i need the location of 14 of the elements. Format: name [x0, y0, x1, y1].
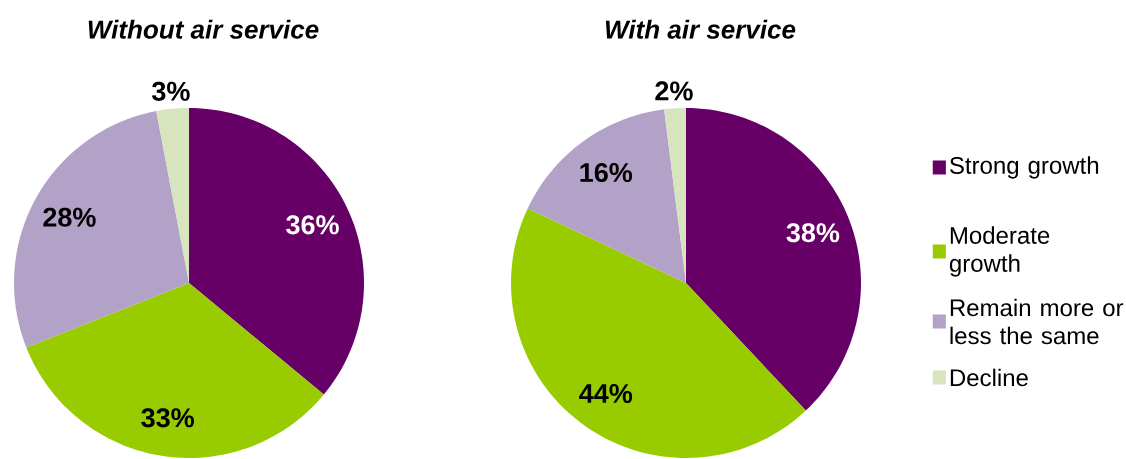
legend-label: Moderate growth	[949, 226, 1050, 277]
data-label: 33%	[141, 408, 194, 428]
data-label: 3%	[152, 81, 190, 101]
data-label: 16%	[580, 163, 633, 183]
legend-label: Strong growth	[950, 156, 1099, 179]
legend-label: Decline	[950, 368, 1028, 387]
data-label: 38%	[786, 223, 840, 243]
chart-title: With air service	[605, 19, 796, 39]
data-label: 2%	[655, 81, 693, 101]
legend-label: Remain more or less the same	[950, 298, 1124, 345]
chart-title: Without air service	[88, 19, 319, 39]
data-label: 28%	[43, 207, 96, 227]
data-label: 36%	[286, 215, 339, 235]
data-label: 44%	[579, 383, 633, 403]
